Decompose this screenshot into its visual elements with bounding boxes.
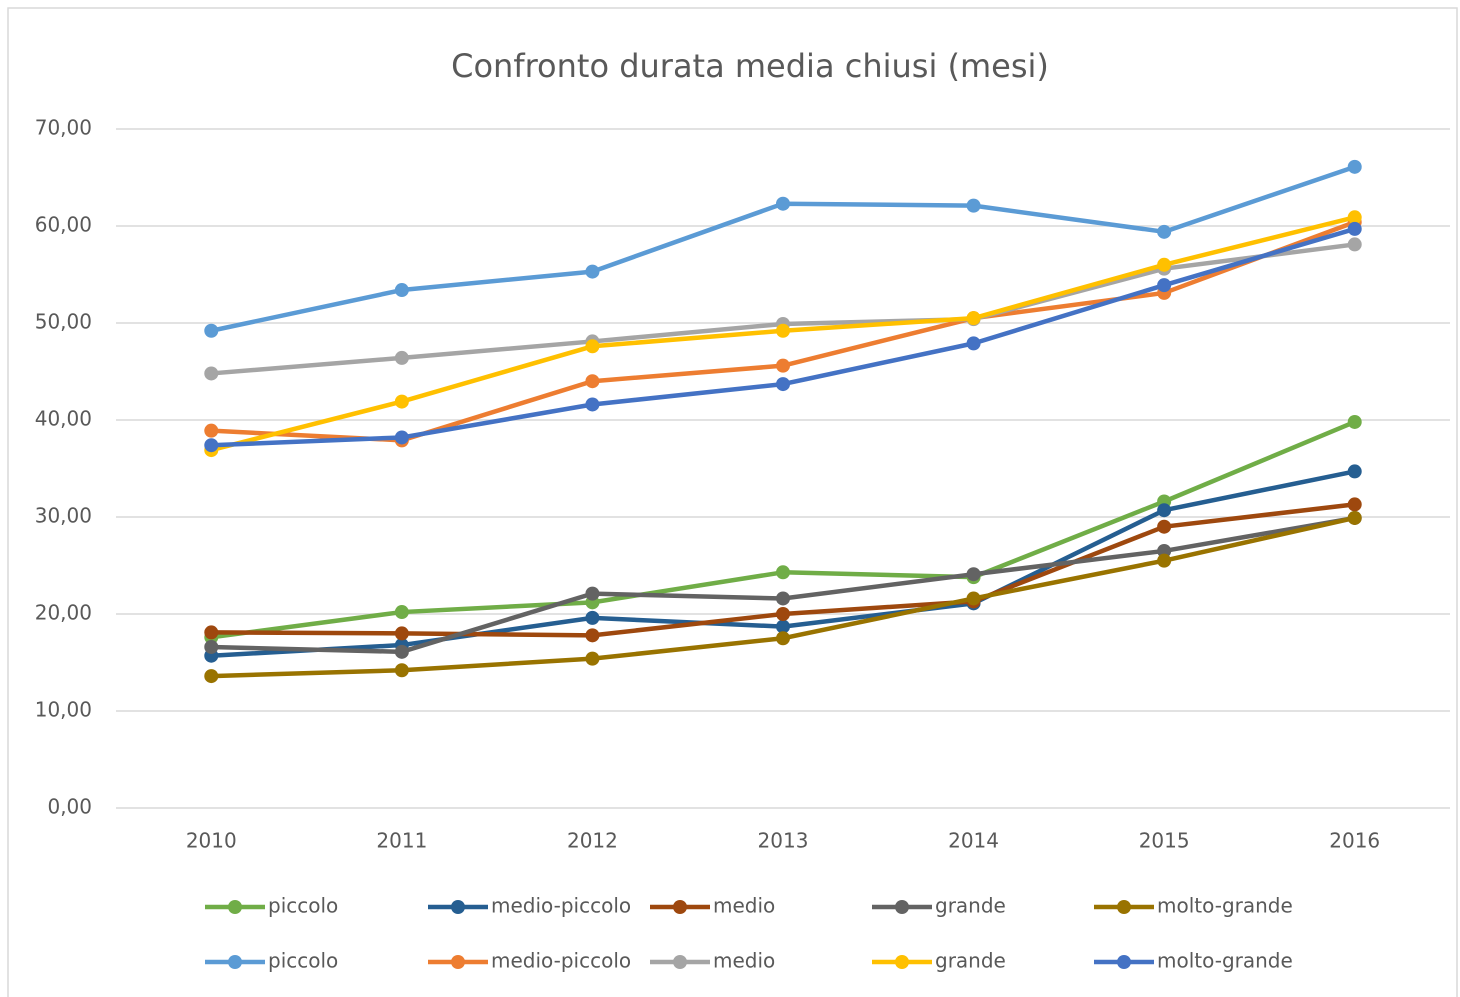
legend-label: molto-grande xyxy=(1157,949,1293,973)
data-point xyxy=(394,605,409,620)
y-tick-label: 20,00 xyxy=(35,601,92,625)
legend-marker xyxy=(895,955,909,969)
legend-marker xyxy=(895,900,909,914)
data-point xyxy=(776,358,790,373)
data-point xyxy=(394,644,409,659)
legend-marker xyxy=(228,900,242,914)
data-point xyxy=(1347,237,1362,252)
data-point xyxy=(204,423,219,438)
data-point xyxy=(1347,497,1362,512)
data-point xyxy=(1347,210,1362,225)
data-point xyxy=(585,610,600,625)
x-tick-label: 2011 xyxy=(376,829,427,853)
data-point xyxy=(394,283,409,298)
data-point xyxy=(966,311,981,326)
legend-marker xyxy=(1117,955,1131,969)
data-point xyxy=(394,350,409,365)
y-tick-label: 0,00 xyxy=(47,795,92,819)
legend-marker xyxy=(228,955,242,969)
data-point xyxy=(776,377,790,392)
data-point xyxy=(204,438,219,453)
data-point xyxy=(1157,278,1172,293)
data-point xyxy=(1347,221,1362,236)
legend-marker xyxy=(673,900,687,914)
data-point xyxy=(1157,519,1172,534)
x-tick-label: 2010 xyxy=(186,829,237,853)
data-point xyxy=(394,663,409,678)
x-tick-label: 2015 xyxy=(1139,829,1190,853)
data-point xyxy=(776,196,790,211)
y-tick-label: 50,00 xyxy=(35,310,92,334)
legend-label: piccolo xyxy=(268,949,338,973)
data-point xyxy=(966,336,981,351)
data-point xyxy=(1347,159,1362,174)
data-point xyxy=(394,394,409,409)
legend-label: medio-piccolo xyxy=(491,894,631,918)
data-point xyxy=(1347,414,1362,429)
legend-marker xyxy=(1117,900,1131,914)
data-point xyxy=(585,264,600,279)
data-point xyxy=(585,397,600,412)
data-point xyxy=(966,591,981,606)
legend-label: molto-grande xyxy=(1157,894,1293,918)
data-point xyxy=(204,669,219,684)
data-point xyxy=(776,565,790,580)
legend-marker xyxy=(451,900,465,914)
legend-label: grande xyxy=(935,894,1006,918)
data-point xyxy=(1157,503,1172,518)
y-tick-label: 30,00 xyxy=(35,504,92,528)
y-tick-label: 70,00 xyxy=(35,116,92,140)
data-point xyxy=(776,631,790,646)
data-point xyxy=(1347,464,1362,479)
data-point xyxy=(585,339,600,354)
data-point xyxy=(776,619,790,634)
data-point xyxy=(776,323,790,338)
data-point xyxy=(204,639,219,654)
data-point xyxy=(585,651,600,666)
chart-frame xyxy=(7,7,1458,997)
data-point xyxy=(204,323,219,338)
data-point xyxy=(585,586,600,601)
data-point xyxy=(394,626,409,641)
data-point xyxy=(966,198,981,213)
data-point xyxy=(1157,224,1172,239)
data-point xyxy=(1157,553,1172,568)
y-tick-label: 60,00 xyxy=(35,213,92,237)
y-tick-label: 40,00 xyxy=(35,407,92,431)
data-point xyxy=(585,374,600,389)
chart-title: Confronto durata media chiusi (mesi) xyxy=(451,47,1049,85)
legend-label: grande xyxy=(935,949,1006,973)
data-point xyxy=(1157,257,1172,272)
data-point xyxy=(394,430,409,445)
legend-label: piccolo xyxy=(268,894,338,918)
data-point xyxy=(204,366,219,381)
legend-marker xyxy=(451,955,465,969)
x-tick-label: 2014 xyxy=(948,829,999,853)
data-point xyxy=(776,607,790,621)
legend-marker xyxy=(673,955,687,969)
data-point xyxy=(966,567,981,582)
data-point xyxy=(776,591,790,606)
x-tick-label: 2013 xyxy=(758,829,809,853)
x-tick-label: 2012 xyxy=(567,829,618,853)
y-tick-label: 10,00 xyxy=(35,698,92,722)
x-tick-label: 2016 xyxy=(1329,829,1380,853)
legend-label: medio xyxy=(713,894,775,918)
data-point xyxy=(1157,543,1172,558)
data-point xyxy=(204,625,219,640)
data-point xyxy=(1347,510,1362,525)
data-point xyxy=(585,628,600,643)
legend-label: medio xyxy=(713,949,775,973)
legend-label: medio-piccolo xyxy=(491,949,631,973)
